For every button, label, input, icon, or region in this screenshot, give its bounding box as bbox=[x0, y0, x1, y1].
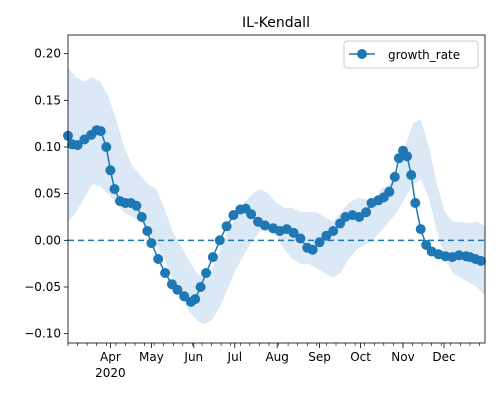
x-tick-year-label: 2020 bbox=[95, 366, 126, 380]
data-point bbox=[214, 235, 225, 246]
legend-label: growth_rate bbox=[388, 48, 460, 62]
data-point bbox=[314, 237, 325, 248]
x-axis: Apr 2020 May Jun Jul Aug Sep Oct Nov Dec bbox=[67, 343, 480, 380]
x-tick-label: Sep bbox=[308, 350, 331, 364]
data-point bbox=[221, 221, 232, 232]
data-point bbox=[207, 252, 218, 263]
data-point bbox=[153, 254, 164, 264]
chart-title: IL-Kendall bbox=[242, 15, 310, 31]
y-axis: 0.20 0.15 0.10 0.05 0.00 −0.05 −0.10 bbox=[24, 47, 68, 341]
data-point bbox=[307, 244, 318, 255]
x-tick-label: Jul bbox=[227, 350, 242, 364]
data-point bbox=[393, 153, 404, 164]
data-point bbox=[179, 291, 190, 302]
y-tick-label: 0.00 bbox=[34, 233, 61, 247]
x-tick-label: May bbox=[139, 350, 164, 364]
y-tick-label: 0.10 bbox=[34, 140, 61, 154]
data-point bbox=[389, 171, 400, 182]
data-point bbox=[410, 198, 421, 208]
data-point bbox=[131, 200, 142, 211]
y-tick-label: 0.05 bbox=[34, 187, 61, 201]
data-point bbox=[415, 224, 426, 235]
data-point bbox=[136, 212, 147, 222]
y-tick-label: 0.20 bbox=[34, 47, 61, 61]
data-point bbox=[246, 209, 257, 220]
series-layer bbox=[63, 125, 486, 307]
data-point bbox=[384, 186, 395, 197]
data-point bbox=[406, 170, 417, 180]
data-point bbox=[95, 126, 106, 137]
data-point bbox=[361, 207, 372, 218]
y-tick-label: 0.15 bbox=[34, 93, 61, 107]
data-point bbox=[288, 227, 299, 238]
plot-frame bbox=[67, 34, 486, 344]
data-point bbox=[146, 238, 157, 249]
y-tick-label: −0.10 bbox=[24, 327, 61, 341]
data-point bbox=[160, 268, 171, 278]
data-point bbox=[228, 210, 239, 221]
data-point bbox=[142, 226, 153, 236]
x-tick-label: Aug bbox=[265, 350, 288, 364]
y-tick-label: −0.05 bbox=[24, 280, 61, 294]
x-tick-label: Apr bbox=[100, 350, 121, 364]
x-tick-label: Nov bbox=[391, 350, 414, 364]
data-point bbox=[172, 284, 183, 295]
data-point bbox=[109, 184, 120, 194]
x-tick-label: Jun bbox=[183, 350, 203, 364]
confidence-band bbox=[68, 67, 485, 325]
data-point bbox=[475, 255, 486, 266]
data-point bbox=[328, 226, 339, 236]
data-point bbox=[295, 233, 306, 244]
x-tick-label: Oct bbox=[350, 350, 371, 364]
data-point bbox=[72, 140, 83, 151]
x-tick-label: Dec bbox=[432, 350, 455, 364]
data-point bbox=[105, 165, 116, 176]
legend-marker-icon bbox=[357, 49, 367, 59]
data-point bbox=[101, 142, 112, 152]
data-point bbox=[402, 151, 413, 162]
data-point bbox=[201, 268, 212, 278]
confidence-band-layer bbox=[68, 67, 485, 325]
data-point bbox=[259, 220, 270, 231]
data-point bbox=[195, 282, 206, 292]
data-point bbox=[190, 294, 201, 305]
legend-box bbox=[343, 40, 479, 69]
legend: growth_rate bbox=[343, 40, 479, 69]
